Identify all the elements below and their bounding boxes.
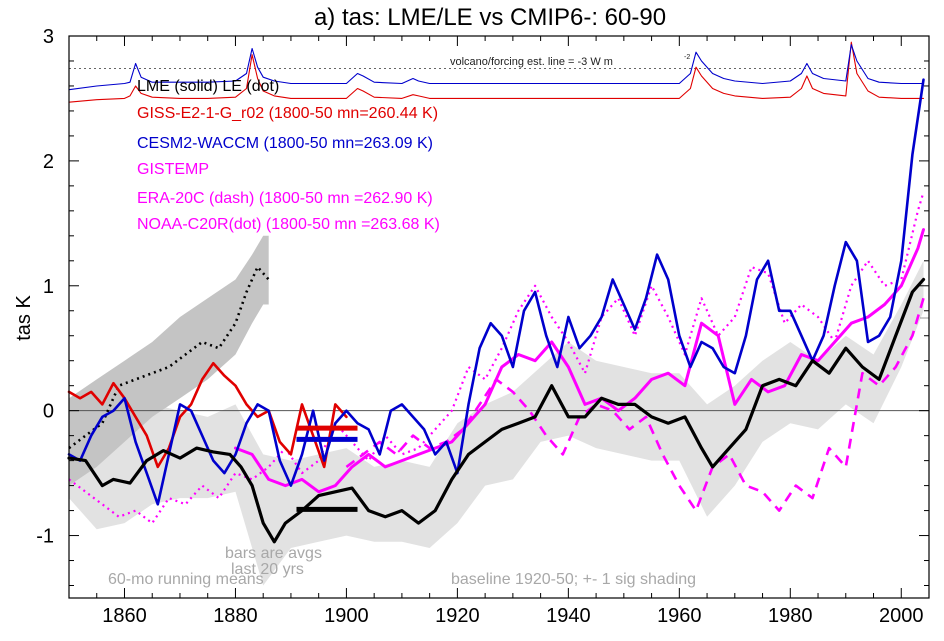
baseline-note: baseline 1920-50; +- 1 sig shading <box>451 571 696 588</box>
y-tick-label: -1 <box>36 526 54 548</box>
lme-line <box>67 277 926 544</box>
legend-cesm: CESM2-WACCM (1800-50 mn=263.09 K) <box>137 135 433 152</box>
giss-line <box>67 361 348 469</box>
y-tick-label: 2 <box>43 151 54 173</box>
x-tick-label: 1880 <box>213 605 258 627</box>
noaa-c20r-line <box>68 191 925 525</box>
series-layer <box>67 41 926 544</box>
cesm-line <box>67 78 925 506</box>
forcing-blue-line <box>68 44 925 91</box>
x-tick-label: 1920 <box>435 605 480 627</box>
annotations: volcano/forcing est. line = -3 W m -2 <box>450 54 690 68</box>
y-tick-label: 0 <box>43 401 54 423</box>
volcano-annotation-superscript: -2 <box>684 54 690 61</box>
x-tick-label: 1860 <box>102 605 147 627</box>
axes: 1860 1880 1900 1920 1940 1960 1980 2000 -1 0 1 2 3 <box>36 26 930 627</box>
legend-giss: GISS-E2-1-G_r02 (1800-50 mn=260.44 K) <box>137 105 438 122</box>
y-tick-label: 1 <box>43 276 54 298</box>
plot-frame <box>68 35 930 599</box>
y-tick-label: 3 <box>43 26 54 48</box>
x-tick-label: 1940 <box>546 605 591 627</box>
bars-note-line2: last 20 yrs <box>231 561 304 578</box>
lme-shading <box>69 260 924 586</box>
legend-era20c: ERA-20C (dash) (1800-50 mn =262.90 K) <box>137 190 433 207</box>
x-tick-label: 1980 <box>768 605 813 627</box>
bars-layer <box>296 425 358 512</box>
x-tick-label: 2000 <box>879 605 924 627</box>
grey-notes: bars are avgs last 20 yrs 60-mo running … <box>108 545 696 588</box>
le-shading <box>69 235 269 486</box>
y-axis-label: tas K <box>13 295 35 341</box>
x-tick-label: 1960 <box>657 605 702 627</box>
legend-gistemp: GISTEMP <box>137 161 209 178</box>
bars-note-line1: bars are avgs <box>225 545 322 562</box>
volcano-annotation: volcano/forcing est. line = -3 W m <box>450 56 613 68</box>
legend-lme-le: LME (solid) LE (dot) <box>137 78 279 95</box>
legend: LME (solid) LE (dot) GISS-E2-1-G_r02 (18… <box>137 78 440 233</box>
legend-noaa20cr: NOAA-C20R(dot) (1800-50 mn =263.68 K) <box>137 216 440 233</box>
chart-title: a) tas: LME/LE vs CMIP6-: 60-90 <box>314 4 666 31</box>
le-dot-line <box>68 265 270 450</box>
gistemp-line <box>234 228 925 494</box>
shading-bands <box>69 235 924 586</box>
era-20c-line <box>345 297 925 512</box>
x-tick-label: 1900 <box>324 605 369 627</box>
forcing-red-line <box>68 41 925 103</box>
running-means-note: 60-mo running means <box>108 571 264 588</box>
